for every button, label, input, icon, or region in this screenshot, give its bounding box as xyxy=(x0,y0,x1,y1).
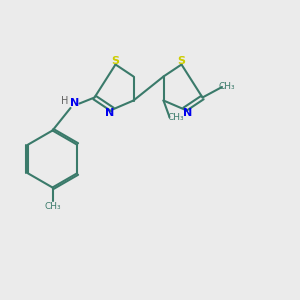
Text: N: N xyxy=(183,107,192,118)
Text: CH₃: CH₃ xyxy=(167,112,184,122)
Text: N: N xyxy=(70,98,80,109)
Text: CH₃: CH₃ xyxy=(218,82,235,91)
Text: H: H xyxy=(61,95,68,106)
Text: S: S xyxy=(178,56,185,67)
Text: N: N xyxy=(105,107,114,118)
Text: CH₃: CH₃ xyxy=(44,202,61,211)
Text: S: S xyxy=(112,56,119,67)
